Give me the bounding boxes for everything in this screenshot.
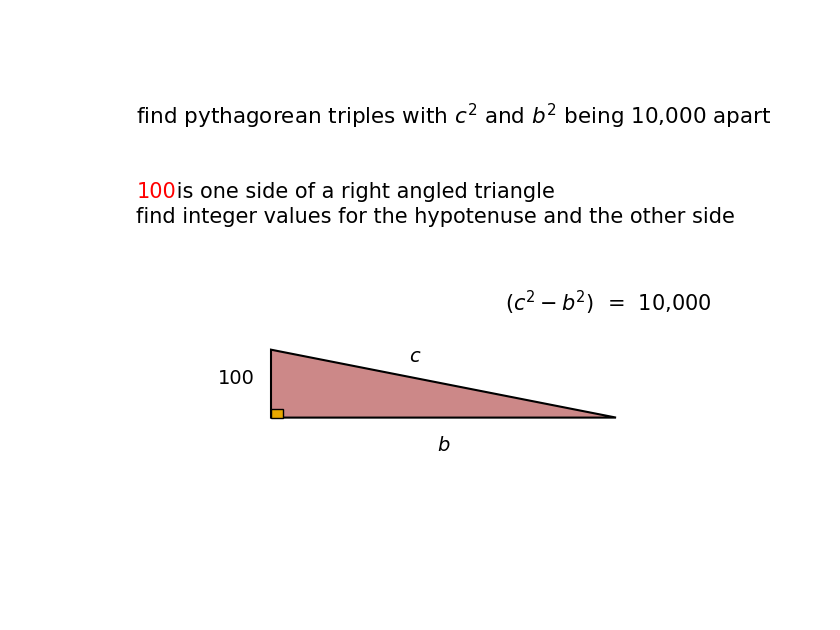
Text: $(c^2 - b^2)$  =  10,000: $(c^2 - b^2)$ = 10,000 xyxy=(506,289,712,318)
Text: $b$: $b$ xyxy=(437,436,450,455)
Text: 100: 100 xyxy=(218,369,255,388)
Text: is one side of a right angled triangle: is one side of a right angled triangle xyxy=(171,182,555,202)
Text: find integer values for the hypotenuse and the other side: find integer values for the hypotenuse a… xyxy=(136,207,735,227)
Text: $c$: $c$ xyxy=(409,348,422,366)
Bar xyxy=(271,409,283,418)
Text: 100: 100 xyxy=(136,182,176,202)
Polygon shape xyxy=(271,350,616,418)
Text: find pythagorean triples with $c^2$ and $b^2$ being 10,000 apart: find pythagorean triples with $c^2$ and … xyxy=(136,102,772,132)
